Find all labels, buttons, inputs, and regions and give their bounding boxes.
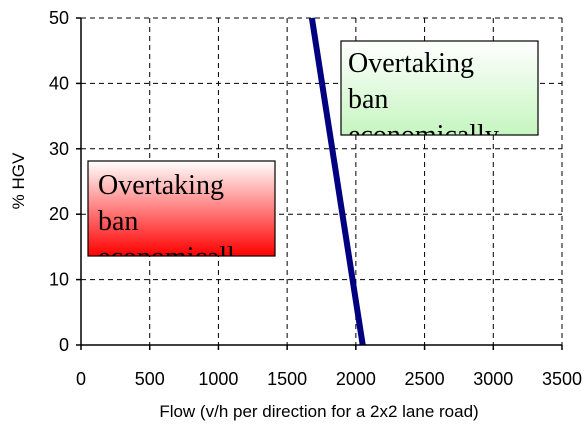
x-axis-label: Flow (v/h per direction for a 2x2 lane r… <box>159 402 478 421</box>
x-tick-label: 2000 <box>336 369 376 389</box>
x-tick-label: 3500 <box>542 369 582 389</box>
series-layer <box>308 17 366 346</box>
y-tick-label: 0 <box>59 335 69 355</box>
annotation-left-box <box>87 160 276 257</box>
annotation-left-line-1: Overtaking <box>98 170 224 201</box>
annotation-right-line-2: ban <box>348 84 388 115</box>
x-tick-label: 500 <box>135 369 165 389</box>
y-tick-label: 40 <box>49 73 69 93</box>
annotation-right-line-1: Overtaking <box>348 48 474 79</box>
annotation-left-line-2: ban <box>98 206 138 237</box>
annotation-right: Overtaking ban economically <box>340 40 539 151</box>
x-tick-label: 1000 <box>198 369 238 389</box>
annotation-left-line-3: economicall <box>98 242 235 273</box>
tick-labels: 0 500 1000 1500 2000 2500 3000 3500 0 10 20 30 40 50 <box>49 8 582 389</box>
y-axis-label: % HGV <box>9 152 28 209</box>
x-tick-label: 1500 <box>267 369 307 389</box>
x-tick-label: 0 <box>76 369 86 389</box>
series-line <box>308 17 366 346</box>
y-tick-label: 10 <box>49 270 69 290</box>
x-tick-label: 3000 <box>473 369 513 389</box>
y-tick-label: 30 <box>49 139 69 159</box>
x-tick-label: 2500 <box>405 369 445 389</box>
annotation-right-line-3: economically <box>348 120 499 151</box>
axes <box>76 17 563 350</box>
y-tick-label: 20 <box>49 204 69 224</box>
annotation-right-box <box>340 40 539 136</box>
y-tick-label: 50 <box>49 8 69 28</box>
annotation-left: Overtaking ban economicall <box>87 160 276 273</box>
